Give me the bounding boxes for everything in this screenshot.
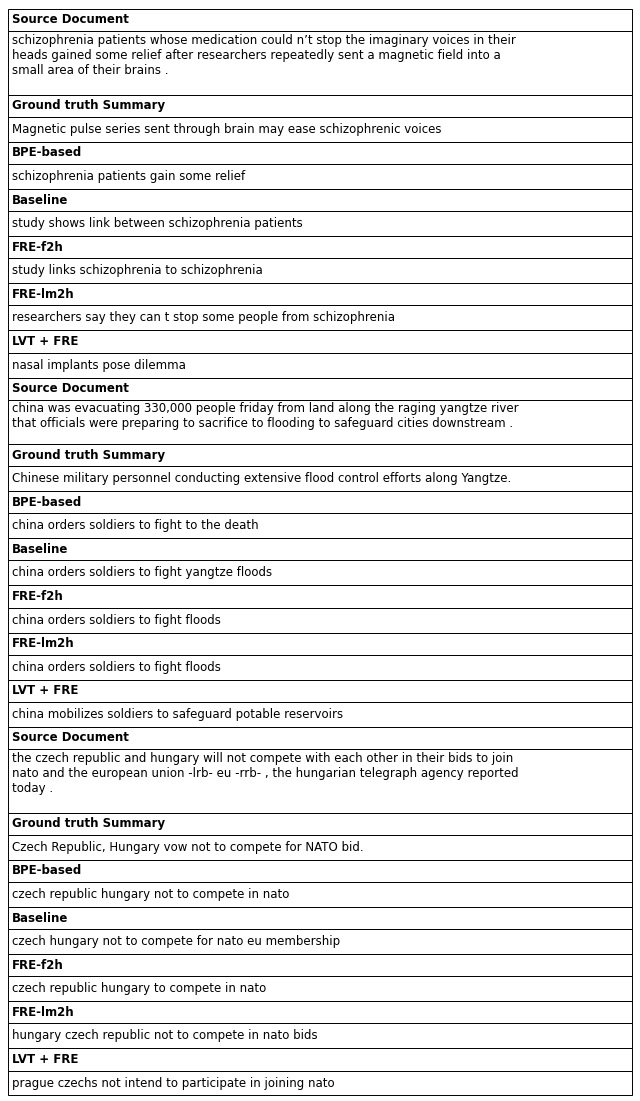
Bar	[8, 259, 632, 283]
Text: Source Document: Source Document	[12, 382, 129, 395]
Bar	[8, 929, 632, 955]
Text: china orders soldiers to fight to the death: china orders soldiers to fight to the de…	[12, 520, 259, 532]
Text: Ground truth Summary: Ground truth Summary	[12, 99, 165, 112]
Text: the czech republic and hungary will not compete with each other in their bids to: the czech republic and hungary will not …	[12, 752, 518, 795]
Text: schizophrenia patients gain some relief: schizophrenia patients gain some relief	[12, 170, 245, 183]
Text: FRE-lm2h: FRE-lm2h	[12, 287, 74, 301]
Text: hungary czech republic not to compete in nato bids: hungary czech republic not to compete in…	[12, 1029, 317, 1043]
Bar	[8, 1048, 632, 1070]
Text: Chinese military personnel conducting extensive flood control efforts along Yang: Chinese military personnel conducting ex…	[12, 472, 511, 486]
Bar	[8, 189, 632, 211]
Text: Source Document: Source Document	[12, 731, 129, 744]
Text: LVT + FRE: LVT + FRE	[12, 335, 78, 348]
Bar	[8, 378, 632, 400]
Text: Czech Republic, Hungary vow not to compete for NATO bid.: Czech Republic, Hungary vow not to compe…	[12, 841, 364, 854]
Text: Ground truth Summary: Ground truth Summary	[12, 448, 165, 461]
Bar	[8, 444, 632, 466]
Bar	[8, 538, 632, 560]
Text: Baseline: Baseline	[12, 543, 68, 556]
Bar	[8, 1070, 632, 1095]
Text: china orders soldiers to fight floods: china orders soldiers to fight floods	[12, 661, 221, 674]
Bar	[8, 835, 632, 860]
Bar	[8, 9, 632, 31]
Bar	[8, 586, 632, 608]
Text: czech hungary not to compete for nato eu membership: czech hungary not to compete for nato eu…	[12, 935, 340, 948]
Bar	[8, 882, 632, 907]
Bar	[8, 283, 632, 305]
Bar	[8, 31, 632, 95]
Bar	[8, 352, 632, 378]
Text: BPE-based: BPE-based	[12, 495, 82, 509]
Bar	[8, 400, 632, 444]
Bar	[8, 977, 632, 1001]
Bar	[8, 142, 632, 164]
Text: Baseline: Baseline	[12, 194, 68, 207]
Bar	[8, 330, 632, 352]
Text: china was evacuating 330,000 people friday from land along the raging yangtze ri: china was evacuating 330,000 people frid…	[12, 403, 518, 430]
Text: LVT + FRE: LVT + FRE	[12, 684, 78, 697]
Text: czech republic hungary not to compete in nato: czech republic hungary not to compete in…	[12, 889, 289, 901]
Bar	[8, 813, 632, 835]
Text: FRE-lm2h: FRE-lm2h	[12, 637, 74, 650]
Text: FRE-f2h: FRE-f2h	[12, 959, 63, 972]
Bar	[8, 117, 632, 142]
Bar	[8, 860, 632, 882]
Bar	[8, 955, 632, 977]
Bar	[8, 1001, 632, 1024]
Bar	[8, 749, 632, 813]
Text: researchers say they can t stop some people from schizophrenia: researchers say they can t stop some peo…	[12, 312, 395, 325]
Bar	[8, 633, 632, 655]
Text: prague czechs not intend to participate in joining nato: prague czechs not intend to participate …	[12, 1077, 334, 1090]
Text: czech republic hungary to compete in nato: czech republic hungary to compete in nat…	[12, 982, 266, 995]
Text: LVT + FRE: LVT + FRE	[12, 1053, 78, 1066]
Text: FRE-f2h: FRE-f2h	[12, 590, 63, 603]
Text: FRE-lm2h: FRE-lm2h	[12, 1006, 74, 1018]
Text: china orders soldiers to fight floods: china orders soldiers to fight floods	[12, 613, 221, 626]
Text: study links schizophrenia to schizophrenia: study links schizophrenia to schizophren…	[12, 264, 262, 277]
Text: china orders soldiers to fight yangtze floods: china orders soldiers to fight yangtze f…	[12, 566, 272, 579]
Bar	[8, 655, 632, 679]
Bar	[8, 491, 632, 513]
Bar	[8, 211, 632, 236]
Bar	[8, 466, 632, 491]
Text: FRE-f2h: FRE-f2h	[12, 241, 63, 253]
Bar	[8, 95, 632, 117]
Bar	[8, 164, 632, 189]
Text: Baseline: Baseline	[12, 912, 68, 925]
Text: china mobilizes soldiers to safeguard potable reservoirs: china mobilizes soldiers to safeguard po…	[12, 708, 343, 721]
Bar	[8, 560, 632, 586]
Bar	[8, 608, 632, 633]
Text: BPE-based: BPE-based	[12, 146, 82, 160]
Text: schizophrenia patients whose medication could n’t stop the imaginary voices in t: schizophrenia patients whose medication …	[12, 34, 516, 77]
Text: Source Document: Source Document	[12, 13, 129, 26]
Text: Magnetic pulse series sent through brain may ease schizophrenic voices: Magnetic pulse series sent through brain…	[12, 123, 441, 135]
Text: BPE-based: BPE-based	[12, 864, 82, 877]
Bar	[8, 907, 632, 929]
Text: nasal implants pose dilemma: nasal implants pose dilemma	[12, 359, 186, 371]
Bar	[8, 305, 632, 330]
Bar	[8, 1024, 632, 1048]
Text: study shows link between schizophrenia patients: study shows link between schizophrenia p…	[12, 217, 303, 230]
Bar	[8, 701, 632, 727]
Text: Ground truth Summary: Ground truth Summary	[12, 817, 165, 830]
Bar	[8, 513, 632, 538]
Bar	[8, 727, 632, 749]
Bar	[8, 679, 632, 701]
Bar	[8, 236, 632, 259]
